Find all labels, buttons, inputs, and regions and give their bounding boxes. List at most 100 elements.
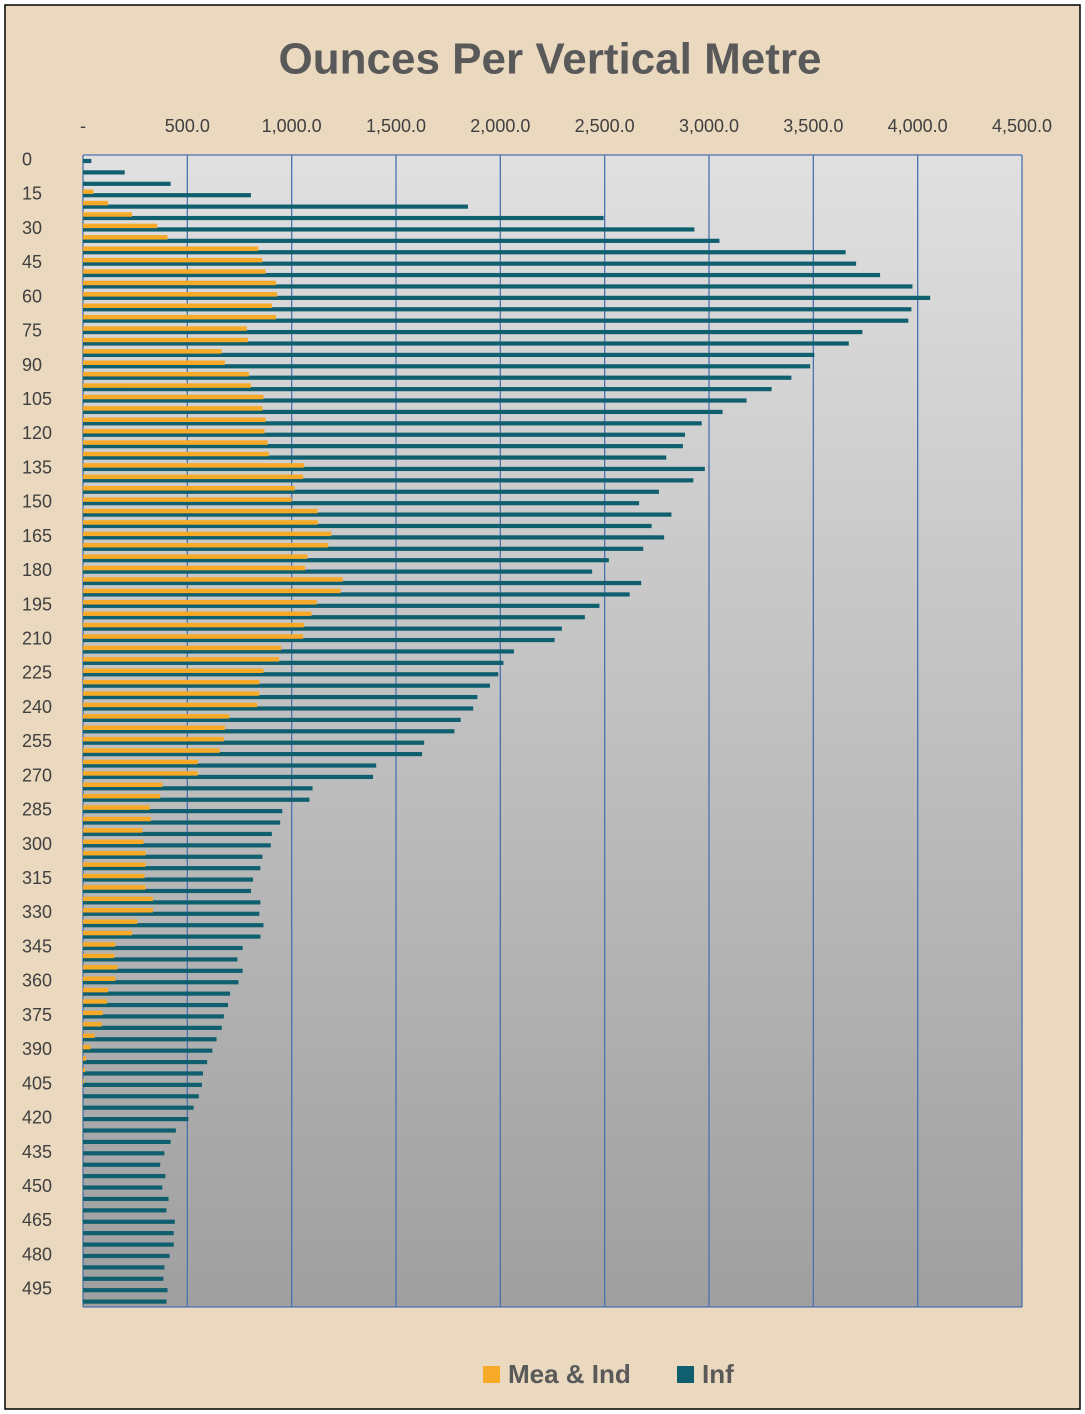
bar (83, 432, 686, 437)
bar (83, 284, 913, 289)
bar (83, 314, 277, 320)
bar (83, 1128, 176, 1133)
bar (83, 269, 266, 274)
y-tick-label: 30 (22, 218, 42, 238)
bar (83, 660, 504, 665)
bar (83, 877, 254, 882)
bar (83, 1208, 167, 1213)
chart-title: Ounces Per Vertical Metre (279, 35, 822, 84)
bar (83, 280, 277, 286)
bar (83, 444, 683, 449)
bar (83, 771, 198, 776)
bar (83, 976, 116, 981)
bar (83, 1139, 171, 1145)
bar (83, 866, 261, 871)
y-tick-label: 135 (22, 457, 52, 477)
bar (83, 1056, 87, 1061)
bar (83, 1002, 229, 1008)
bar (83, 1174, 166, 1179)
bar (83, 820, 281, 825)
bar (83, 1117, 189, 1122)
bar (83, 451, 269, 457)
bar (83, 512, 672, 517)
y-tick-label: 90 (22, 355, 42, 375)
bar (83, 375, 792, 380)
bar (83, 272, 881, 278)
bar (83, 702, 258, 708)
bar (83, 1094, 199, 1099)
bar (83, 303, 272, 308)
y-tick-label: 330 (22, 902, 52, 922)
bar (83, 371, 249, 377)
bar (83, 645, 282, 651)
y-tick-label: 180 (22, 560, 52, 580)
bar (83, 212, 133, 217)
bar (83, 736, 224, 742)
y-tick-label: 210 (22, 629, 52, 649)
bar (83, 421, 702, 426)
bar (83, 485, 295, 491)
bar (83, 520, 318, 525)
bar (83, 455, 667, 460)
legend-swatch (483, 1366, 500, 1383)
bar (83, 888, 251, 894)
y-tick-label: 105 (22, 389, 52, 409)
y-tick-label: 480 (22, 1244, 52, 1264)
bar (83, 934, 261, 939)
y-tick-label: 285 (22, 800, 52, 820)
bar (83, 748, 220, 753)
bar (83, 497, 292, 502)
bar (83, 181, 171, 186)
y-tick-label: 390 (22, 1039, 52, 1059)
y-tick-label: 120 (22, 423, 52, 443)
bar (83, 1185, 163, 1190)
bar (83, 474, 304, 480)
bar (83, 250, 846, 255)
bar (83, 508, 318, 514)
bar (83, 930, 133, 936)
bar (83, 600, 317, 605)
bar (83, 900, 261, 905)
x-tick-label: 500.0 (165, 116, 210, 136)
bar (83, 1162, 161, 1167)
y-tick-label: 405 (22, 1073, 52, 1093)
bar (83, 634, 304, 639)
bar (83, 352, 815, 358)
bar (83, 896, 153, 902)
bar (83, 170, 125, 175)
bar (83, 945, 243, 951)
bar (83, 782, 163, 788)
bar (83, 577, 343, 582)
y-tick-label: 465 (22, 1210, 52, 1230)
bar (83, 204, 468, 209)
y-tick-label: 195 (22, 594, 52, 614)
y-tick-label: 435 (22, 1142, 52, 1162)
bar (83, 729, 455, 734)
bar (83, 911, 260, 916)
bar (83, 862, 146, 867)
bar (83, 235, 168, 240)
bar (83, 649, 514, 654)
y-tick-label: 75 (22, 321, 42, 341)
bar (83, 428, 265, 434)
bar (83, 828, 143, 833)
bar (83, 463, 305, 468)
y-tick-label: 60 (22, 286, 42, 306)
bar (83, 1010, 103, 1016)
y-tick-label: 225 (22, 663, 52, 683)
x-tick-label: 4,500.0 (992, 116, 1052, 136)
bar (83, 691, 260, 696)
x-tick-label: 2,000.0 (470, 116, 530, 136)
bar (83, 1231, 174, 1236)
bar (83, 1014, 224, 1019)
bar (83, 238, 720, 243)
bar (83, 318, 909, 323)
bar (83, 466, 705, 472)
bar (83, 1022, 102, 1027)
bar (83, 501, 640, 506)
bar (83, 489, 659, 494)
bar (83, 1071, 203, 1076)
bar (83, 957, 238, 962)
bar (83, 246, 259, 251)
